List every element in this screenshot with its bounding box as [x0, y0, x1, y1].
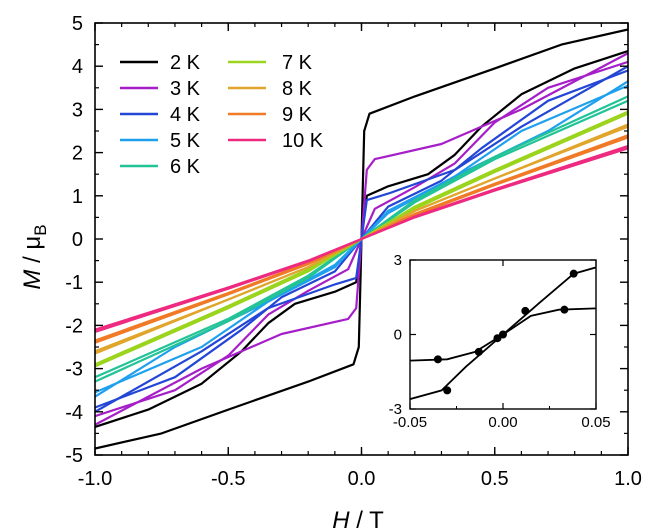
series-3-k-lower-branch: [95, 60, 628, 426]
y-tick-label: -4: [65, 402, 83, 424]
legend-item-6-k: 6 K: [120, 156, 201, 178]
x-tick-label: 0.0: [348, 468, 376, 490]
legend-item-4-k: 4 K: [120, 104, 201, 126]
inset-x-tick-label: 0.05: [581, 414, 610, 431]
y-tick-label: 2: [72, 143, 83, 165]
x-tick-label: 0.5: [481, 468, 509, 490]
y-tick-label: 0: [72, 229, 83, 251]
inset-point: [443, 386, 452, 395]
y-axis-title: M / μB: [19, 224, 50, 289]
inset-point: [433, 355, 442, 364]
legend-label: 3 K: [170, 78, 201, 100]
legend-label: 5 K: [170, 130, 201, 152]
legend-item-10-k: 10 K: [228, 130, 324, 152]
inset-point: [493, 334, 502, 343]
y-tick-label: -1: [65, 272, 83, 294]
series-2-k-upper-branch: [95, 28, 628, 428]
y-tick-label: -3: [65, 359, 83, 381]
series-2-k-lower-branch: [95, 50, 628, 450]
legend-label: 7 K: [282, 52, 313, 74]
inset-x-tick-label: 0.00: [488, 414, 517, 431]
inset-point: [569, 269, 578, 278]
y-tick-label: 3: [72, 99, 83, 121]
legend-label: 8 K: [282, 78, 313, 100]
legend-item-3-k: 3 K: [120, 78, 201, 100]
series-10-k-lower-branch: [95, 147, 628, 333]
inset-y-tick-label: 0: [394, 327, 402, 344]
inset-x-tick-label: -0.05: [393, 414, 427, 431]
legend-label: 10 K: [282, 130, 324, 152]
inset-plot: -0.05 0.00 0.05 -3 0 3: [389, 252, 611, 431]
main-plot: -1.0 -0.5 0.0 0.5 1.0 -5 -4 -3 -2 -1 0 1 2 3 4 5: [65, 13, 642, 490]
legend-label: 2 K: [170, 52, 201, 74]
inset-point: [560, 305, 569, 314]
legend-item-2-k: 2 K: [120, 52, 201, 74]
x-tick-label: 1.0: [614, 468, 642, 490]
y-tick-label: 1: [72, 186, 83, 208]
y-tick-label: -5: [65, 445, 83, 467]
legend-item-9-k: 9 K: [228, 104, 313, 126]
legend: 2 K 3 K 4 K 5 K 6 K 7 K 8 K 9 K 10 K: [120, 52, 324, 178]
x-tick-label: -1.0: [78, 468, 112, 490]
legend-item-8-k: 8 K: [228, 78, 313, 100]
inset-y-tick-label: 3: [394, 252, 402, 269]
inset-y-tick-label: -3: [389, 401, 402, 418]
x-tick-label: -0.5: [211, 468, 245, 490]
legend-item-5-k: 5 K: [120, 130, 201, 152]
y-tick-label: 4: [72, 56, 83, 78]
legend-label: 6 K: [170, 156, 201, 178]
legend-label: 4 K: [170, 104, 201, 126]
legend-label: 9 K: [282, 104, 313, 126]
y-tick-label: -2: [65, 315, 83, 337]
legend-item-7-k: 7 K: [228, 52, 313, 74]
x-axis-title: H / T: [332, 507, 384, 531]
y-tick-label: 5: [72, 13, 83, 35]
